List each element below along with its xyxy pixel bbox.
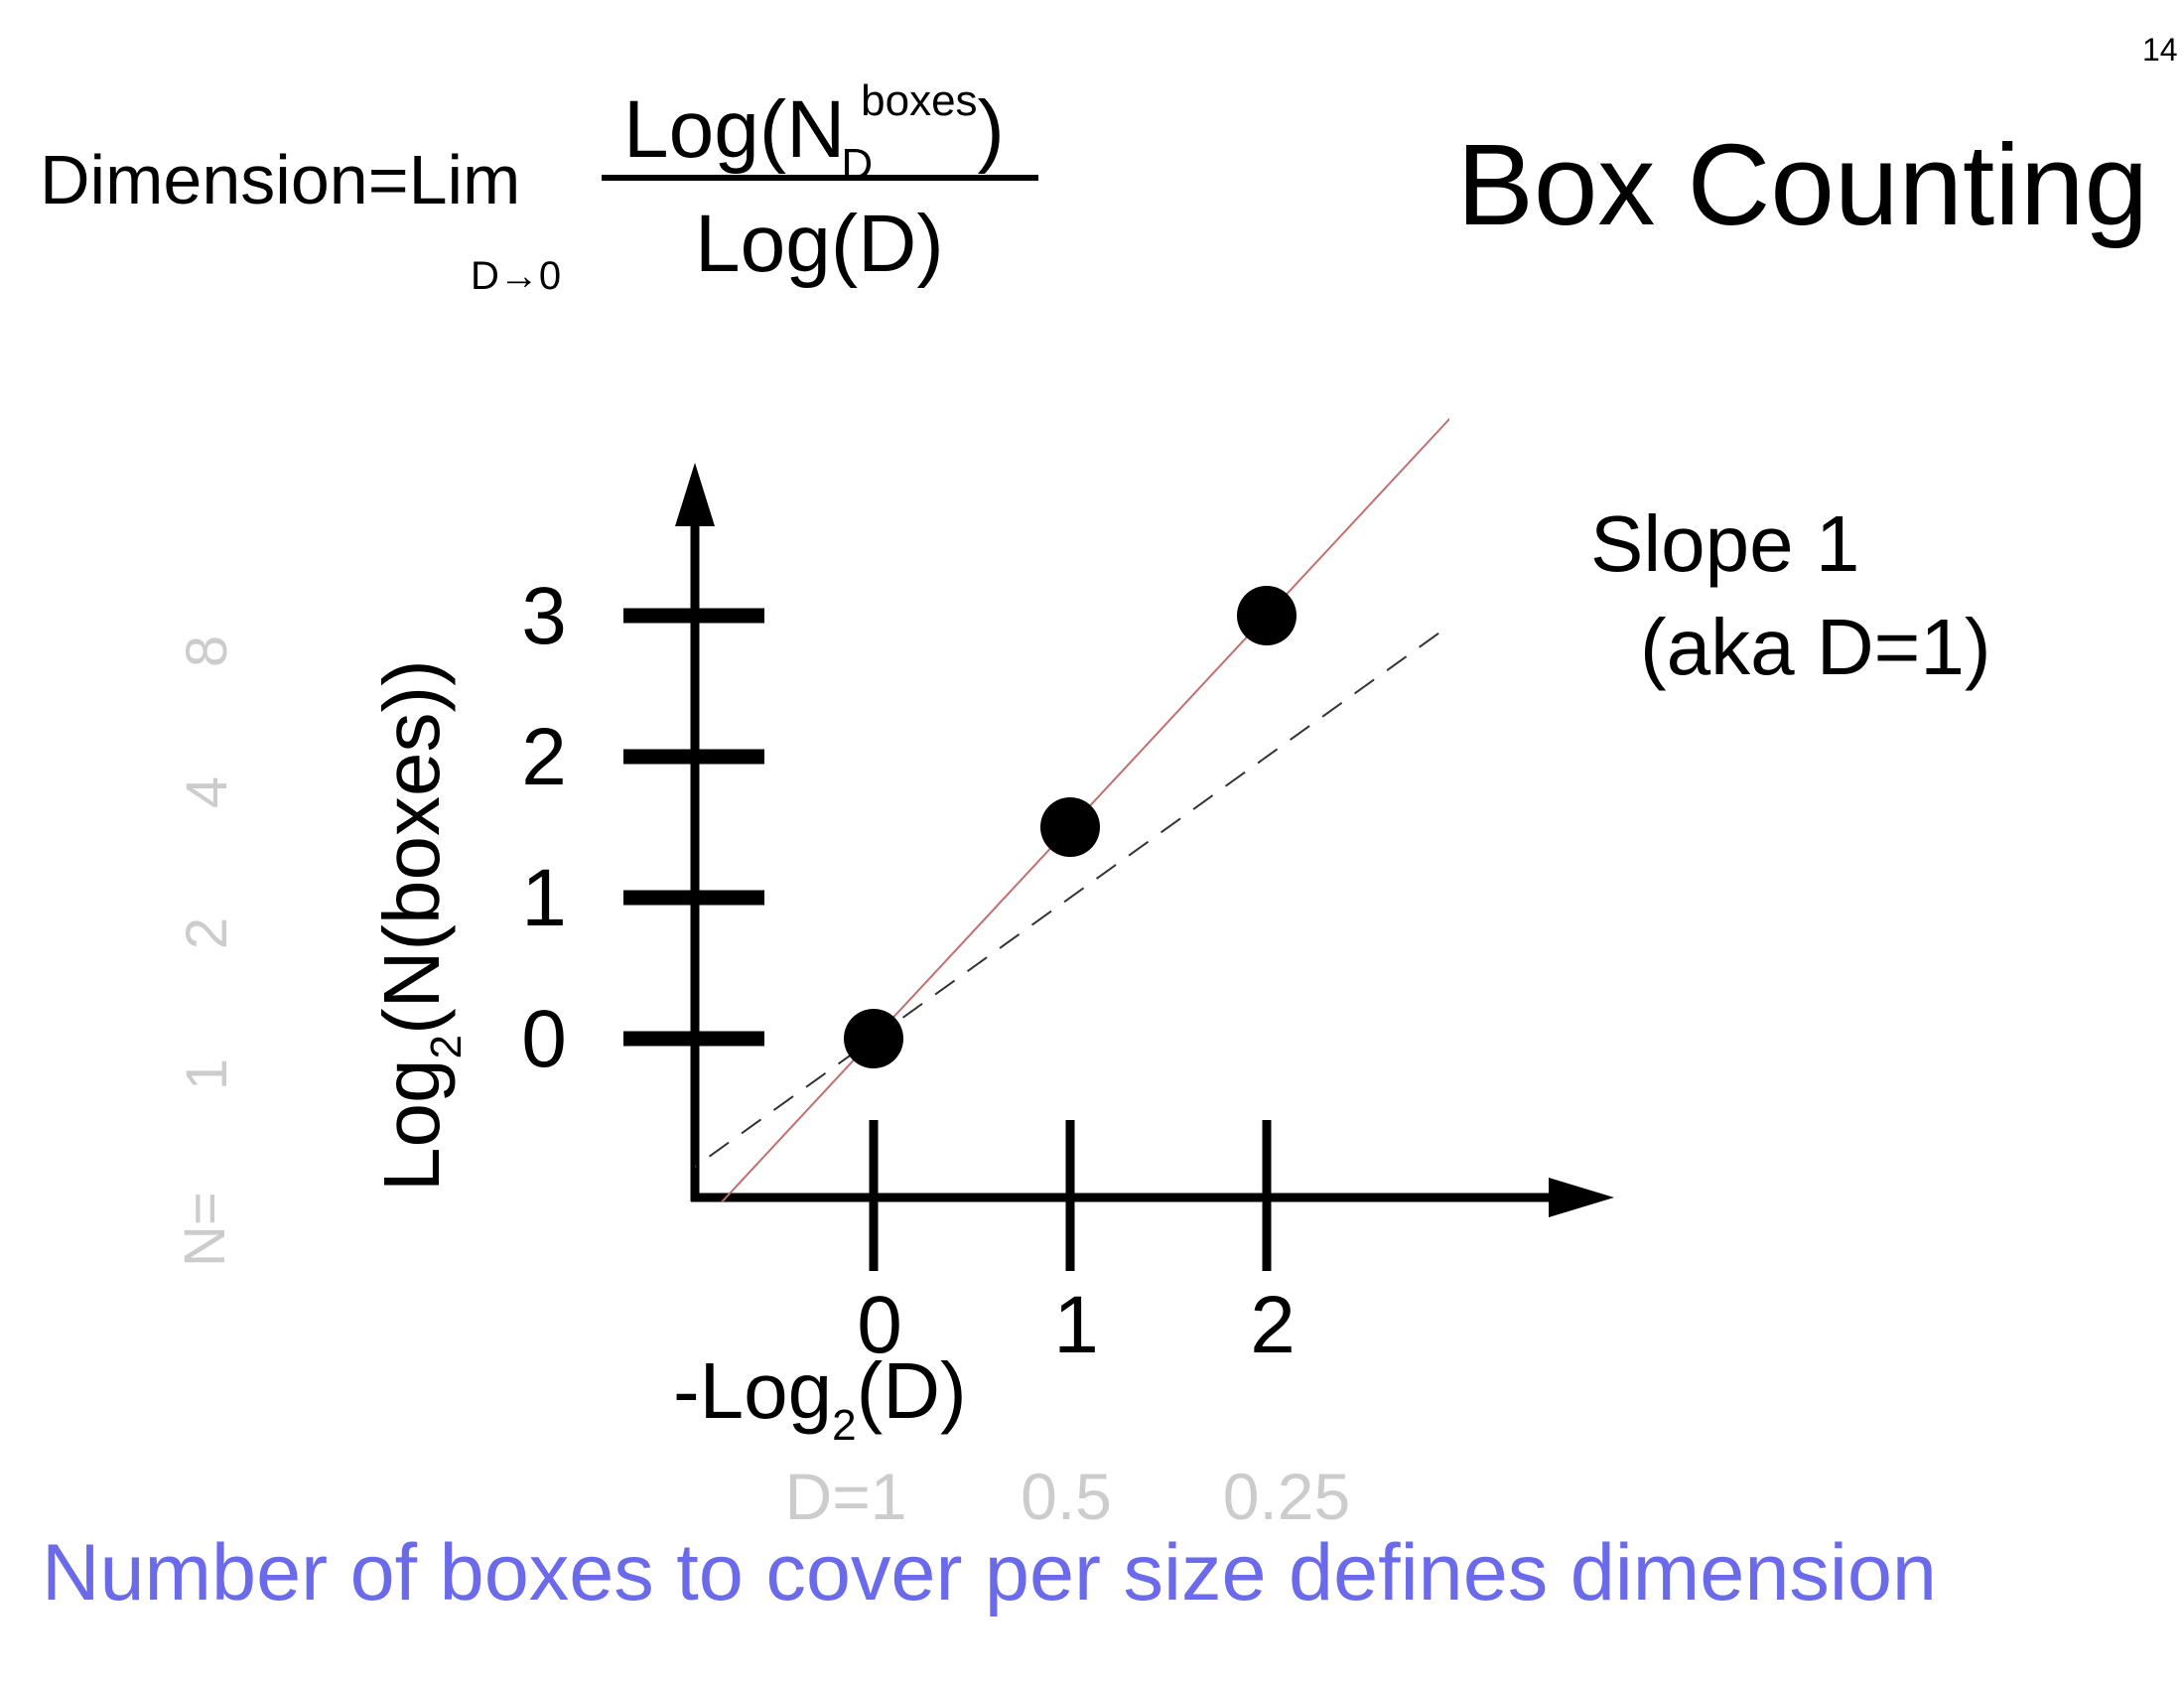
y-secondary-prefix: N= — [173, 1192, 237, 1267]
formula-numerator-prefix: Log(N — [623, 84, 846, 175]
x-secondary-label-1: 0.5 — [1021, 1460, 1112, 1533]
y-secondary-label-2: 4 — [175, 776, 239, 808]
y-tick-label-3: 3 — [521, 571, 567, 661]
y-secondary-label-0: 1 — [175, 1058, 239, 1090]
x-axis-label-suffix: (D) — [857, 1346, 967, 1435]
y-secondary-label-3: 8 — [175, 635, 239, 667]
page-number: 14 — [2142, 32, 2178, 68]
data-point-0 — [844, 1009, 903, 1068]
y-axis-label: Log2(N(boxes)) — [367, 659, 471, 1192]
x-axis-label-prefix: -Log — [673, 1346, 832, 1435]
dashed-reference-line — [695, 624, 1449, 1169]
y-secondary-label-1: 2 — [175, 917, 239, 949]
data-point-2 — [1237, 586, 1297, 645]
formula-fraction-bar — [602, 175, 1038, 181]
x-secondary-label-2: 0.25 — [1223, 1460, 1350, 1533]
formula-limit-subscript: D→0 — [471, 254, 562, 298]
formula-numerator: Log(NDboxes) — [623, 79, 1005, 187]
x-tick-label-1: 1 — [1053, 1280, 1099, 1370]
x-tick-label-2: 2 — [1250, 1280, 1296, 1370]
data-point-1 — [1040, 797, 1100, 857]
x-tick-label-0: 0 — [857, 1280, 902, 1370]
slope-label-line1: Slope 1 — [1590, 499, 1860, 588]
formula-denominator: Log(D) — [695, 199, 944, 289]
formula-numerator-superscript: boxes — [861, 76, 978, 125]
bottom-caption: Number of boxes to cover per size define… — [42, 1528, 1937, 1618]
y-tick-label-1: 1 — [521, 853, 567, 943]
y-axis-label-subscript: 2 — [422, 1035, 471, 1058]
slide-title: Box Counting — [1456, 120, 2148, 249]
x-axis-arrowhead — [1549, 1178, 1614, 1217]
y-axis-arrowhead — [675, 463, 715, 526]
x-secondary-label-0: D=1 — [785, 1460, 907, 1533]
formula-numerator-suffix: ) — [977, 84, 1005, 175]
x-axis-label-subscript: 2 — [832, 1401, 856, 1450]
formula-lhs: Dimension=Lim — [40, 141, 521, 218]
y-axis-label-prefix: Log — [367, 1059, 456, 1192]
y-tick-label-2: 2 — [521, 712, 567, 802]
y-axis-label-suffix: (N(boxes)) — [367, 659, 456, 1035]
fit-line — [721, 417, 1449, 1201]
slope-label-line2: (aka D=1) — [1640, 603, 1991, 691]
x-axis-label: -Log2(D) — [673, 1346, 967, 1450]
y-tick-label-0: 0 — [521, 994, 567, 1084]
